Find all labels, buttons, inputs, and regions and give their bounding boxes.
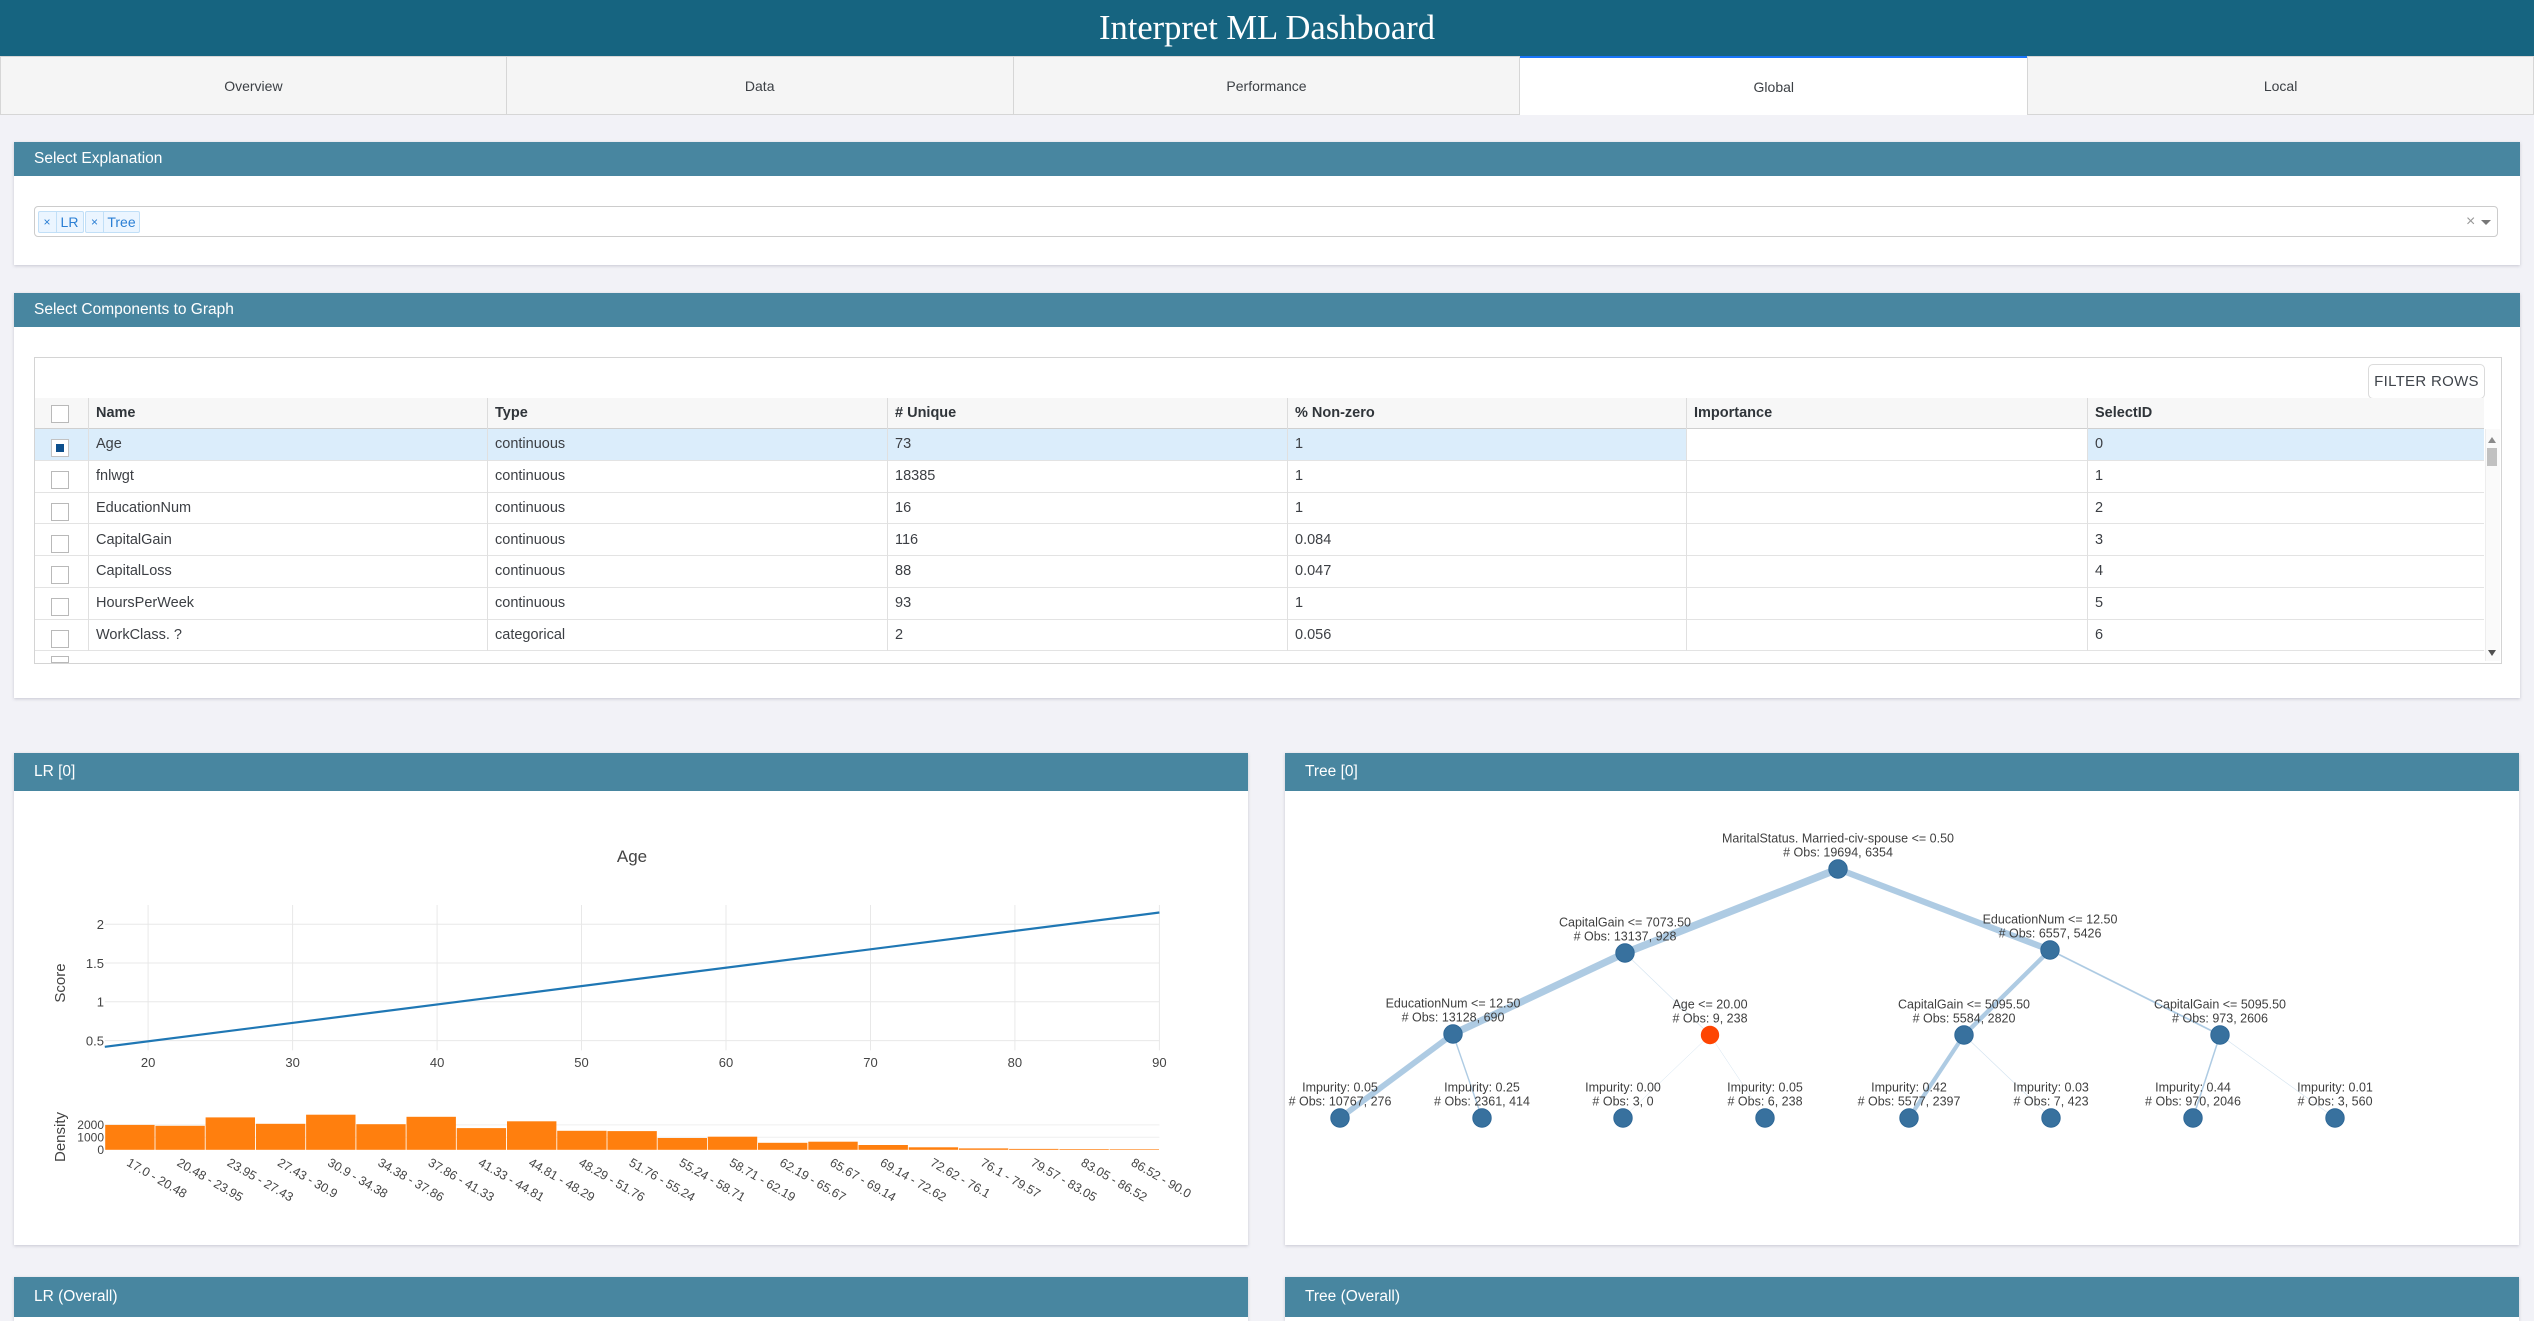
svg-text:1000: 1000 — [77, 1131, 104, 1145]
svg-text:20: 20 — [141, 1055, 155, 1070]
svg-text:# Obs: 9, 238: # Obs: 9, 238 — [1672, 1012, 1747, 1026]
svg-text:# Obs: 13137, 928: # Obs: 13137, 928 — [1574, 930, 1677, 944]
svg-text:# Obs: 3, 560: # Obs: 3, 560 — [2297, 1095, 2372, 1109]
svg-text:# Obs: 973, 2606: # Obs: 973, 2606 — [2172, 1012, 2268, 1026]
svg-text:# Obs: 2361, 414: # Obs: 2361, 414 — [1434, 1095, 1530, 1109]
svg-text:# Obs: 10767, 276: # Obs: 10767, 276 — [1289, 1095, 1392, 1109]
svg-text:0: 0 — [97, 1143, 104, 1157]
svg-text:# Obs: 19694, 6354: # Obs: 19694, 6354 — [1783, 846, 1893, 860]
svg-text:2000: 2000 — [77, 1118, 104, 1132]
svg-text:30: 30 — [285, 1055, 299, 1070]
svg-text:Impurity: 0.44: Impurity: 0.44 — [2155, 1081, 2231, 1095]
svg-text:Impurity: 0.03: Impurity: 0.03 — [2013, 1081, 2089, 1095]
svg-text:1.5: 1.5 — [86, 956, 104, 971]
svg-text:# Obs: 6, 238: # Obs: 6, 238 — [1727, 1095, 1802, 1109]
svg-text:Impurity: 0.25: Impurity: 0.25 — [1444, 1081, 1520, 1095]
svg-text:Score: Score — [52, 963, 69, 1002]
svg-text:CapitalGain <= 5095.50: CapitalGain <= 5095.50 — [1898, 998, 2030, 1012]
svg-text:CapitalGain <= 7073.50: CapitalGain <= 7073.50 — [1559, 916, 1691, 930]
svg-text:# Obs: 5577, 2397: # Obs: 5577, 2397 — [1858, 1095, 1961, 1109]
svg-text:Impurity: 0.05: Impurity: 0.05 — [1302, 1081, 1378, 1095]
svg-text:# Obs: 6557, 5426: # Obs: 6557, 5426 — [1999, 927, 2102, 941]
svg-text:50: 50 — [574, 1055, 588, 1070]
svg-text:1: 1 — [97, 995, 104, 1010]
svg-text:0.5: 0.5 — [86, 1033, 104, 1048]
svg-text:Density: Density — [52, 1111, 69, 1162]
svg-text:MaritalStatus. Married-civ-spo: MaritalStatus. Married-civ-spouse <= 0.5… — [1722, 832, 1954, 846]
svg-text:Impurity: 0.01: Impurity: 0.01 — [2297, 1081, 2373, 1095]
svg-text:EducationNum <= 12.50: EducationNum <= 12.50 — [1386, 997, 1521, 1011]
svg-text:CapitalGain <= 5095.50: CapitalGain <= 5095.50 — [2154, 998, 2286, 1012]
svg-text:70: 70 — [863, 1055, 877, 1070]
svg-text:40: 40 — [430, 1055, 444, 1070]
svg-text:# Obs: 970, 2046: # Obs: 970, 2046 — [2145, 1095, 2241, 1109]
svg-text:60: 60 — [719, 1055, 733, 1070]
svg-text:# Obs: 5584, 2820: # Obs: 5584, 2820 — [1913, 1012, 2016, 1026]
svg-text:Age <= 20.00: Age <= 20.00 — [1672, 998, 1747, 1012]
svg-text:# Obs: 13128, 690: # Obs: 13128, 690 — [1402, 1011, 1505, 1025]
svg-text:Impurity: 0.00: Impurity: 0.00 — [1585, 1081, 1661, 1095]
svg-text:Impurity: 0.42: Impurity: 0.42 — [1871, 1081, 1947, 1095]
svg-text:80: 80 — [1008, 1055, 1022, 1070]
svg-text:# Obs: 3, 0: # Obs: 3, 0 — [1592, 1095, 1653, 1109]
svg-text:90: 90 — [1152, 1055, 1166, 1070]
svg-text:EducationNum <= 12.50: EducationNum <= 12.50 — [1983, 913, 2118, 927]
svg-text:Age: Age — [617, 847, 647, 866]
svg-text:# Obs: 7, 423: # Obs: 7, 423 — [2013, 1095, 2088, 1109]
svg-text:2: 2 — [97, 917, 104, 932]
svg-text:Impurity: 0.05: Impurity: 0.05 — [1727, 1081, 1803, 1095]
